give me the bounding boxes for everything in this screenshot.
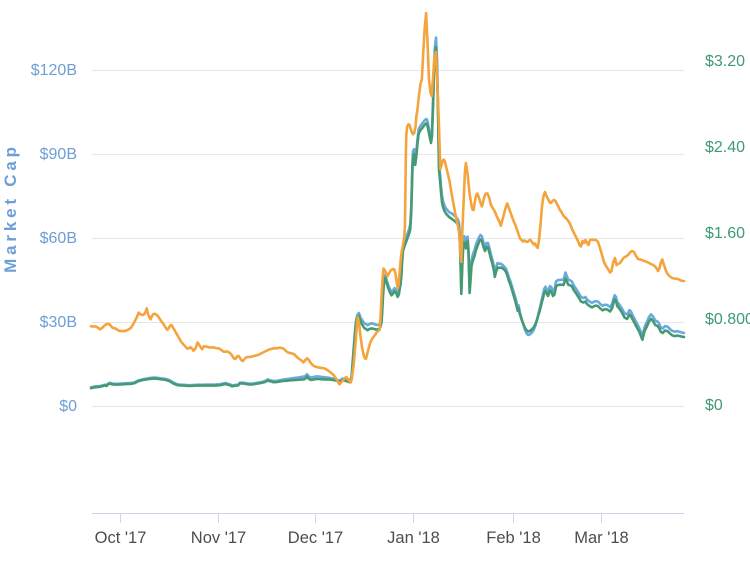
svg-text:$1.60: $1.60 [705,225,745,242]
svg-text:Market Cap: Market Cap [1,143,20,273]
svg-text:$0: $0 [59,398,77,415]
svg-text:$0.800: $0.800 [705,311,750,328]
svg-text:$2.40: $2.40 [705,139,745,156]
svg-text:Dec '17: Dec '17 [288,529,343,547]
svg-text:Mar '18: Mar '18 [574,529,629,547]
svg-text:$120B: $120B [31,62,77,79]
svg-text:Nov '17: Nov '17 [191,529,246,547]
svg-text:$0: $0 [705,397,723,414]
svg-text:$30B: $30B [40,314,77,331]
svg-text:$3.20: $3.20 [705,53,745,70]
svg-text:Oct '17: Oct '17 [95,529,147,547]
svg-text:$90B: $90B [40,146,77,163]
svg-text:$60B: $60B [40,230,77,247]
svg-text:Feb '18: Feb '18 [486,529,541,547]
svg-text:Jan '18: Jan '18 [387,529,440,547]
